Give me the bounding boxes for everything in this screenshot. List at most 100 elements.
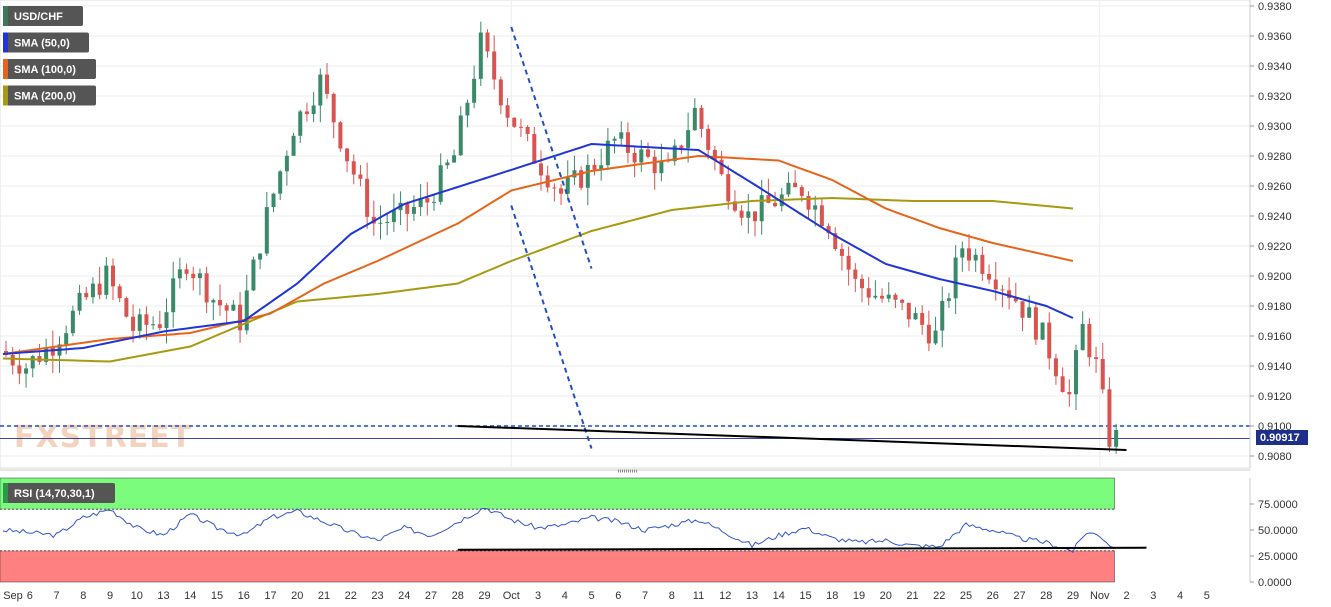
- candle-body: [44, 347, 49, 362]
- fxstreet-watermark: FXSTREET: [14, 420, 192, 455]
- candle-body: [839, 248, 844, 256]
- rsi-line: [2, 507, 1147, 554]
- time-tick-label: Sep: [3, 590, 23, 602]
- candle-body: [585, 164, 590, 188]
- price-tick-label: 0.9380: [1258, 1, 1292, 13]
- time-tick-label: 5: [1204, 590, 1210, 602]
- time-tick-label: 10: [131, 590, 143, 602]
- legend-color-swatch: [3, 59, 8, 79]
- candle-body: [572, 170, 577, 178]
- time-tick-label: 28: [452, 590, 464, 602]
- candle-body: [1100, 359, 1105, 390]
- candle-body: [532, 133, 537, 164]
- candle-body: [244, 290, 249, 331]
- rsi-tick-label: 50.0000: [1258, 525, 1298, 537]
- time-tick-label: 21: [906, 590, 918, 602]
- candle-body: [177, 269, 182, 279]
- indicator-legend[interactable]: USD/CHF SMA (50,0) SMA (100,0) SMA (200,0): [3, 6, 96, 106]
- rsi-tick-label: 0.0000: [1258, 577, 1292, 589]
- time-tick-label: 12: [719, 590, 731, 602]
- candle-body: [806, 195, 811, 210]
- candle-body: [278, 171, 283, 194]
- candle-body: [853, 269, 858, 279]
- time-tick-label: 2: [1123, 590, 1129, 602]
- candle-body: [993, 279, 998, 290]
- candle-body: [1107, 389, 1112, 447]
- time-tick-label: 22: [933, 590, 945, 602]
- candle-body: [30, 356, 35, 369]
- price-low-divergence-trendline: [457, 425, 1127, 451]
- rsi-tick-label: 25.0000: [1258, 551, 1298, 563]
- candle-body: [612, 138, 617, 141]
- candle-body: [358, 174, 363, 179]
- sma-50-line: [2, 142, 1074, 355]
- candle-body: [1027, 307, 1032, 318]
- candle-body: [1013, 298, 1018, 302]
- time-tick-label: 11: [693, 590, 704, 602]
- time-tick-label: 3: [535, 590, 541, 602]
- candle-body: [920, 313, 925, 325]
- candle-body: [231, 304, 236, 311]
- candle-body: [913, 313, 918, 320]
- candle-body: [391, 210, 396, 223]
- candle-body: [478, 32, 483, 79]
- time-tick-label: 27: [425, 590, 437, 602]
- price-tick-label: 0.9140: [1258, 361, 1292, 373]
- time-tick-label: 17: [264, 590, 276, 602]
- time-tick-label: 5: [588, 590, 594, 602]
- candle-body: [211, 300, 216, 303]
- rsi-series-line: [2, 507, 1114, 554]
- candle-body: [1087, 324, 1092, 358]
- candle-body: [97, 283, 102, 295]
- price-tick-label: 0.9180: [1258, 301, 1292, 313]
- candle-body: [271, 193, 276, 208]
- candle-body: [171, 278, 176, 313]
- candle-body: [980, 254, 985, 274]
- candle-body: [157, 324, 162, 329]
- candle-body: [773, 202, 778, 207]
- candle-body: [238, 304, 243, 331]
- candle-body: [472, 78, 477, 103]
- candle-body: [686, 130, 691, 148]
- time-tick-label: 13: [157, 590, 169, 602]
- candle-body: [218, 300, 222, 306]
- candle-body: [432, 201, 436, 203]
- candle-body: [131, 316, 136, 331]
- time-tick-label: 29: [1067, 590, 1079, 602]
- candle-body: [900, 299, 905, 303]
- time-tick-label: 20: [291, 590, 303, 602]
- candle-body: [846, 255, 851, 270]
- candle-body: [1067, 391, 1072, 395]
- time-tick-label: 9: [107, 590, 113, 602]
- candle-body: [579, 170, 584, 188]
- price-tick-label: 0.9340: [1258, 61, 1292, 73]
- time-tick-label: 4: [562, 590, 568, 602]
- rsi-trendline: [457, 546, 1147, 551]
- rsi-legend[interactable]: RSI (14,70,30,1): [3, 483, 115, 503]
- candle-body: [672, 145, 677, 162]
- candle-body: [137, 314, 142, 331]
- candle-body: [699, 107, 704, 129]
- candle-body: [492, 51, 497, 80]
- candle-body: [191, 273, 196, 279]
- candle-body: [1047, 322, 1052, 359]
- candle-body: [164, 312, 169, 329]
- candle-body: [605, 140, 610, 166]
- candle-body: [518, 126, 523, 128]
- time-tick-label: 14: [184, 590, 196, 602]
- candle-body: [732, 201, 737, 211]
- candle-body: [987, 273, 992, 280]
- price-tick-label: 0.9320: [1258, 91, 1292, 103]
- candle-body: [719, 159, 724, 175]
- candle-body: [385, 222, 390, 224]
- time-tick-label: 24: [398, 590, 410, 602]
- candle-body: [338, 122, 343, 149]
- candle-body: [111, 265, 115, 287]
- channel-lower-trendline: [510, 205, 593, 449]
- sma-100-line: [2, 154, 1074, 355]
- price-tick-label: 0.9300: [1258, 121, 1292, 133]
- candle-body: [552, 187, 557, 189]
- candle-body: [197, 273, 202, 279]
- candle-body: [124, 298, 129, 317]
- candle-body: [1053, 358, 1058, 377]
